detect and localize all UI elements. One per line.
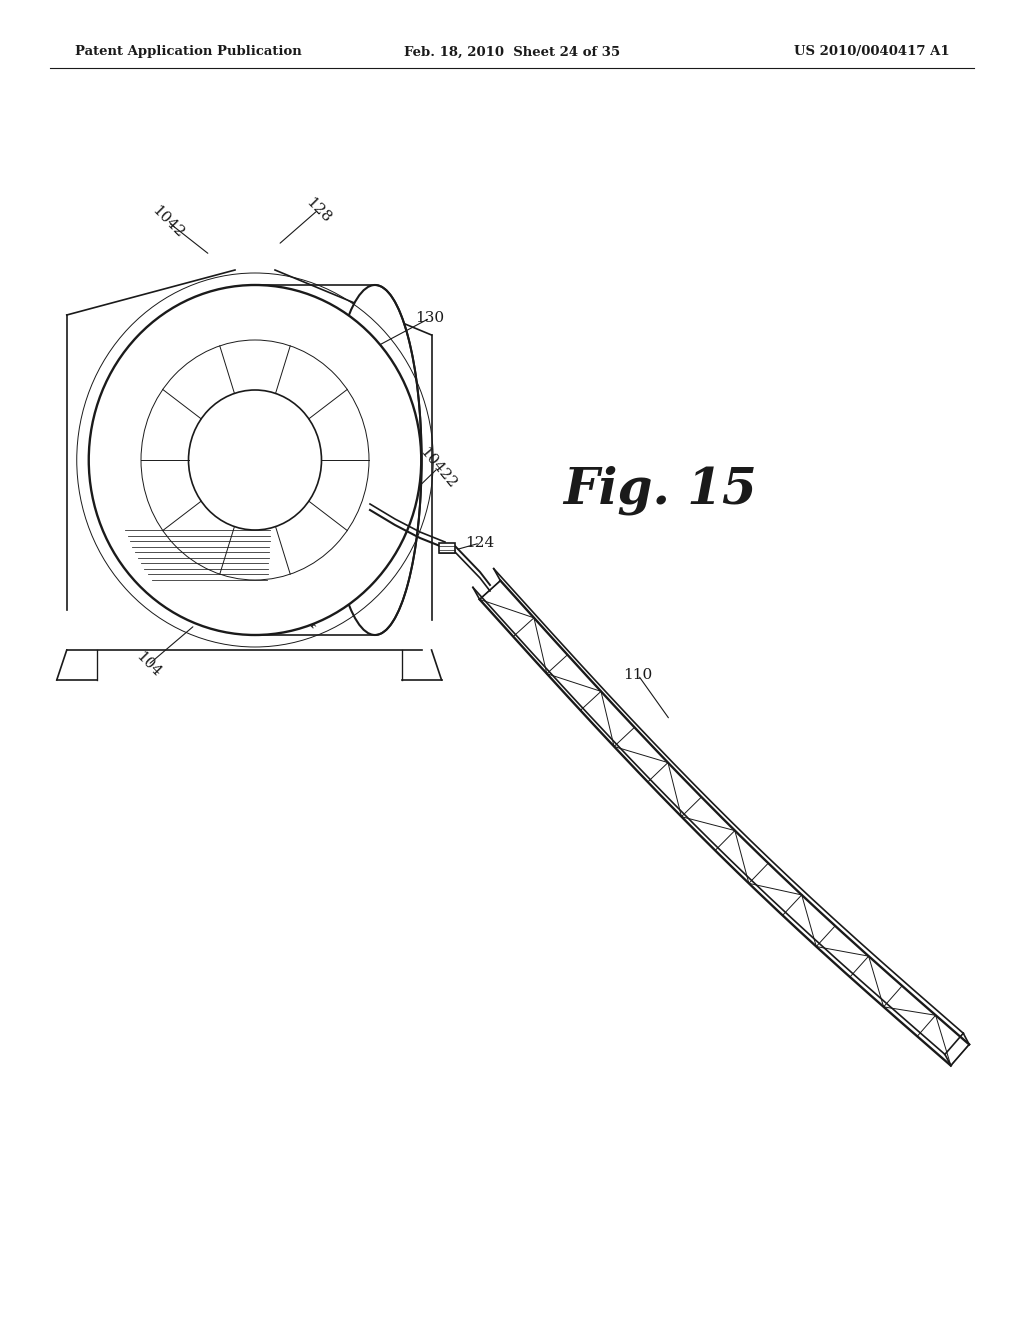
Ellipse shape [329,285,422,635]
Ellipse shape [89,285,421,635]
Bar [439,543,455,553]
Text: 10422: 10422 [417,445,459,491]
Ellipse shape [188,389,322,531]
Text: Fig. 15: Fig. 15 [563,465,757,515]
Text: 104: 104 [133,649,163,680]
Text: Patent Application Publication: Patent Application Publication [75,45,302,58]
Text: 1044: 1044 [300,520,336,560]
Text: 130: 130 [416,312,444,325]
Text: 124: 124 [465,536,495,550]
Text: 128: 128 [303,195,333,226]
Text: 1042: 1042 [150,203,186,240]
Text: Feb. 18, 2010  Sheet 24 of 35: Feb. 18, 2010 Sheet 24 of 35 [403,45,621,58]
Text: 134: 134 [290,602,321,632]
Text: 110: 110 [624,668,652,682]
Text: US 2010/0040417 A1: US 2010/0040417 A1 [795,45,950,58]
